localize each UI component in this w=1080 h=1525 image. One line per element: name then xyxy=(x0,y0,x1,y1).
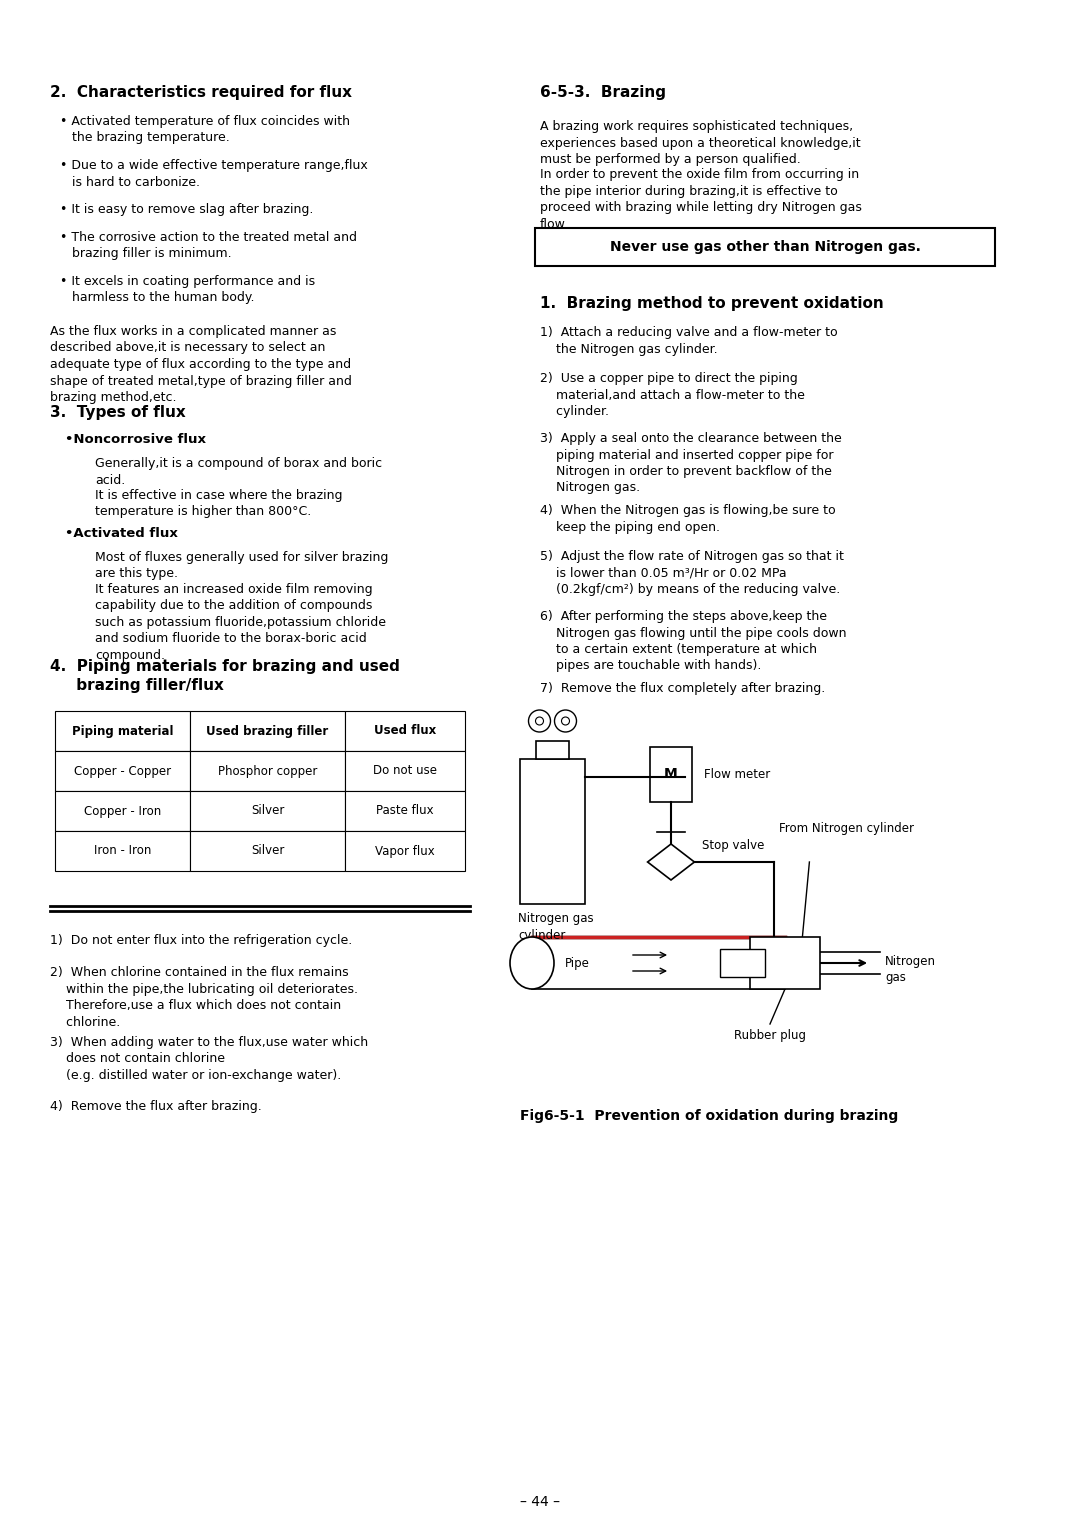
Bar xyxy=(650,747,692,802)
Circle shape xyxy=(554,711,577,732)
Bar xyxy=(190,831,345,871)
Bar xyxy=(537,741,569,759)
Bar xyxy=(55,831,190,871)
Text: • It is easy to remove slag after brazing.: • It is easy to remove slag after brazin… xyxy=(60,203,313,217)
Text: Copper - Copper: Copper - Copper xyxy=(73,764,171,778)
Text: Never use gas other than Nitrogen gas.: Never use gas other than Nitrogen gas. xyxy=(609,239,920,255)
Bar xyxy=(345,711,465,750)
Text: Rubber plug: Rubber plug xyxy=(734,1029,806,1042)
Text: •Activated flux: •Activated flux xyxy=(65,528,178,540)
Text: Pipe: Pipe xyxy=(565,956,590,970)
Bar xyxy=(55,750,190,791)
Text: M: M xyxy=(664,767,678,781)
Text: 1)  Attach a reducing valve and a flow-meter to
    the Nitrogen gas cylinder.: 1) Attach a reducing valve and a flow-me… xyxy=(540,326,838,355)
Text: 1)  Do not enter flux into the refrigeration cycle.: 1) Do not enter flux into the refrigerat… xyxy=(50,933,352,947)
Text: • Activated temperature of flux coincides with
   the brazing temperature.: • Activated temperature of flux coincide… xyxy=(60,114,350,145)
Text: Fig6-5-1  Prevention of oxidation during brazing: Fig6-5-1 Prevention of oxidation during … xyxy=(519,1109,899,1122)
Text: 2)  Use a copper pipe to direct the piping
    material,and attach a flow-meter : 2) Use a copper pipe to direct the pipin… xyxy=(540,372,805,418)
Bar xyxy=(55,791,190,831)
Polygon shape xyxy=(648,843,694,880)
Ellipse shape xyxy=(510,936,554,990)
Bar xyxy=(190,791,345,831)
Text: 3)  Apply a seal onto the clearance between the
    piping material and inserted: 3) Apply a seal onto the clearance betwe… xyxy=(540,432,841,494)
Text: – 44 –: – 44 – xyxy=(519,1494,561,1510)
Text: Vapor flux: Vapor flux xyxy=(375,845,435,857)
Text: Phosphor copper: Phosphor copper xyxy=(218,764,318,778)
Text: A brazing work requires sophisticated techniques,
experiences based upon a theor: A brazing work requires sophisticated te… xyxy=(540,120,861,166)
Text: 3)  When adding water to the flux,use water which
    does not contain chlorine
: 3) When adding water to the flux,use wat… xyxy=(50,1035,368,1083)
Bar xyxy=(55,711,190,750)
Text: Generally,it is a compound of borax and boric
acid.: Generally,it is a compound of borax and … xyxy=(95,458,382,486)
Text: It is effective in case where the brazing
temperature is higher than 800°C.: It is effective in case where the brazin… xyxy=(95,490,342,519)
Text: Piping material: Piping material xyxy=(71,724,173,738)
Bar xyxy=(190,750,345,791)
Bar xyxy=(720,949,765,978)
Text: •Noncorrosive flux: •Noncorrosive flux xyxy=(65,433,206,445)
Text: 4.  Piping materials for brazing and used
     brazing filler/flux: 4. Piping materials for brazing and used… xyxy=(50,659,400,694)
Text: Most of fluxes generally used for silver brazing
are this type.: Most of fluxes generally used for silver… xyxy=(95,551,389,581)
Bar xyxy=(190,711,345,750)
Text: 3.  Types of flux: 3. Types of flux xyxy=(50,406,186,419)
Text: Iron - Iron: Iron - Iron xyxy=(94,845,151,857)
Text: 7)  Remove the flux completely after brazing.: 7) Remove the flux completely after braz… xyxy=(540,682,825,695)
Text: Used brazing filler: Used brazing filler xyxy=(206,724,328,738)
Text: 2)  When chlorine contained in the flux remains
    within the pipe,the lubricat: 2) When chlorine contained in the flux r… xyxy=(50,965,357,1028)
Text: Copper - Iron: Copper - Iron xyxy=(84,805,161,817)
Bar xyxy=(345,750,465,791)
Circle shape xyxy=(536,717,543,724)
Text: Stop valve: Stop valve xyxy=(702,839,765,852)
Text: 6)  After performing the steps above,keep the
    Nitrogen gas flowing until the: 6) After performing the steps above,keep… xyxy=(540,610,847,673)
Circle shape xyxy=(528,711,551,732)
Text: It features an increased oxide film removing
capability due to the addition of c: It features an increased oxide film remo… xyxy=(95,583,386,662)
Text: • The corrosive action to the treated metal and
   brazing filler is minimum.: • The corrosive action to the treated me… xyxy=(60,230,357,261)
Bar xyxy=(535,229,995,265)
Bar xyxy=(750,936,820,990)
Text: Flow meter: Flow meter xyxy=(704,769,770,781)
Text: 1.  Brazing method to prevent oxidation: 1. Brazing method to prevent oxidation xyxy=(540,296,883,311)
Bar xyxy=(519,759,585,904)
Text: Paste flux: Paste flux xyxy=(376,805,434,817)
Bar xyxy=(345,831,465,871)
Text: Silver: Silver xyxy=(251,805,284,817)
Text: Used flux: Used flux xyxy=(374,724,436,738)
Text: In order to prevent the oxide film from occurring in
the pipe interior during br: In order to prevent the oxide film from … xyxy=(540,168,862,230)
Text: Nitrogen gas
cylinder: Nitrogen gas cylinder xyxy=(518,912,594,941)
Text: 4)  Remove the flux after brazing.: 4) Remove the flux after brazing. xyxy=(50,1100,261,1113)
Text: Silver: Silver xyxy=(251,845,284,857)
Text: 5)  Adjust the flow rate of Nitrogen gas so that it
    is lower than 0.05 m³/Hr: 5) Adjust the flow rate of Nitrogen gas … xyxy=(540,551,843,596)
Text: • Due to a wide effective temperature range,flux
   is hard to carbonize.: • Due to a wide effective temperature ra… xyxy=(60,159,368,189)
Text: • It excels in coating performance and is
   harmless to the human body.: • It excels in coating performance and i… xyxy=(60,274,315,305)
Text: 4)  When the Nitrogen gas is flowing,be sure to
    keep the piping end open.: 4) When the Nitrogen gas is flowing,be s… xyxy=(540,503,836,534)
Text: 2.  Characteristics required for flux: 2. Characteristics required for flux xyxy=(50,85,352,101)
Bar xyxy=(345,791,465,831)
Text: From Nitrogen cylinder: From Nitrogen cylinder xyxy=(780,822,915,836)
Circle shape xyxy=(562,717,569,724)
Text: 6-5-3.  Brazing: 6-5-3. Brazing xyxy=(540,85,666,101)
Text: As the flux works in a complicated manner as
described above,it is necessary to : As the flux works in a complicated manne… xyxy=(50,325,352,404)
Text: Nitrogen
gas: Nitrogen gas xyxy=(885,955,936,985)
Text: Do not use: Do not use xyxy=(373,764,437,778)
